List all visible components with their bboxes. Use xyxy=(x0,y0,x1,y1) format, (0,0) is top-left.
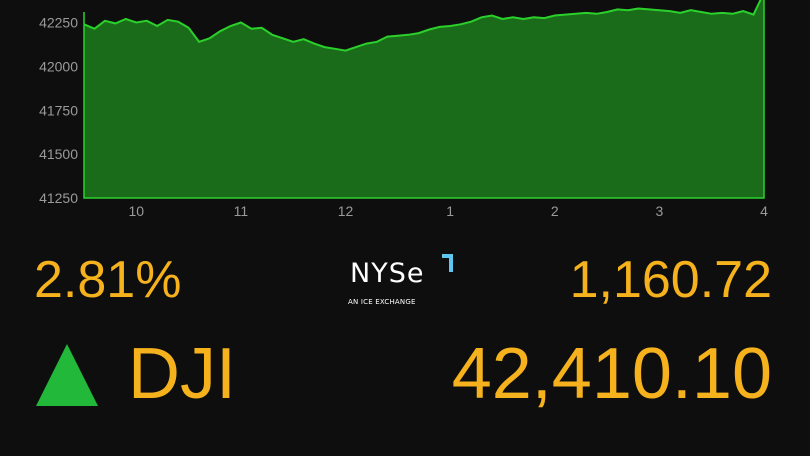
y-tick-label: 42250 xyxy=(39,15,78,31)
plot-border xyxy=(83,0,765,199)
up-arrow-icon xyxy=(36,344,98,406)
nyse-logo: NYSe AN ICE EXCHANGE xyxy=(346,252,458,310)
index-ticker: DJI xyxy=(128,334,236,414)
y-axis-ticks: 42250 42000 41750 41500 41250 xyxy=(39,15,78,206)
x-tick-label: 12 xyxy=(338,203,354,219)
x-tick-label: 11 xyxy=(234,203,249,219)
x-axis-ticks: 10 11 12 1 2 3 4 xyxy=(129,203,769,219)
y-tick-label: 41750 xyxy=(39,102,78,118)
x-tick-label: 3 xyxy=(655,203,663,219)
nyse-tagline: AN ICE EXCHANGE xyxy=(348,298,416,306)
point-change: 1,160.72 xyxy=(569,251,772,309)
percent-change: 2.81% xyxy=(34,251,182,309)
y-tick-label: 42000 xyxy=(39,58,78,74)
y-tick-label: 41500 xyxy=(39,146,78,162)
x-tick-label: 2 xyxy=(551,203,559,219)
nyse-wordmark: NYSe xyxy=(350,258,425,289)
index-value: 42,410.10 xyxy=(451,334,772,414)
x-tick-label: 4 xyxy=(760,203,768,219)
x-tick-label: 1 xyxy=(446,203,454,219)
price-line xyxy=(83,0,762,52)
x-tick-label: 10 xyxy=(129,203,145,219)
logo-corner-icon xyxy=(442,254,453,272)
y-tick-label: 41250 xyxy=(39,190,78,206)
